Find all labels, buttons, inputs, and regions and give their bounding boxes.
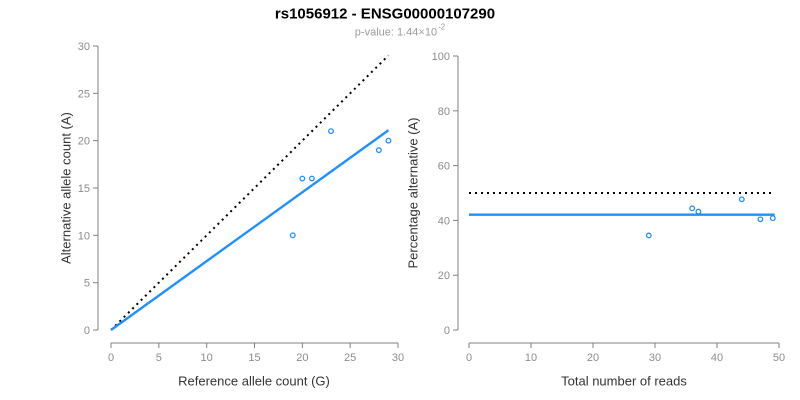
x-tick-label: 15 <box>248 352 260 364</box>
x-tick-label: 20 <box>296 352 308 364</box>
y-tick-label: 30 <box>78 41 90 53</box>
p-value-subtitle: p-value: 1.44×10-2 <box>354 22 446 39</box>
data-point <box>738 196 745 203</box>
y-tick-label: 0 <box>84 325 90 337</box>
data-point <box>299 175 306 182</box>
identity-line <box>110 54 390 331</box>
right-y-axis-label: Percentage alternative (A) <box>405 117 421 269</box>
y-tick-label: 20 <box>78 136 90 148</box>
y-tick-label: 5 <box>84 278 90 290</box>
p-value-times-ten: ×10 <box>418 26 438 39</box>
fit-line <box>110 129 390 331</box>
data-point <box>385 137 392 144</box>
x-tick-label: 10 <box>201 352 213 364</box>
x-tick-label: 5 <box>156 352 162 364</box>
x-tick-label: 30 <box>649 352 661 364</box>
right-panel: 0 20 40 60 80 100 0 10 20 30 40 50 <box>432 51 785 364</box>
p-value-exponent: -2 <box>438 22 446 32</box>
data-point <box>695 208 702 215</box>
y-tick-label: 15 <box>78 183 90 195</box>
data-point <box>375 147 382 154</box>
x-tick-label: 10 <box>525 352 537 364</box>
data-point <box>769 215 776 222</box>
y-tick-label: 60 <box>438 161 450 173</box>
y-tick-label: 10 <box>78 230 90 242</box>
p-value-mantissa: 1.44 <box>396 26 419 39</box>
left-panel: 0 5 10 15 20 25 30 0 5 10 15 20 25 30 <box>78 41 404 364</box>
x-tick-label: 0 <box>108 352 114 364</box>
x-tick-label: 25 <box>344 352 356 364</box>
left-y-axis-label: Alternative allele count (A) <box>58 112 74 264</box>
left-x-axis-label: Reference allele count (G) <box>178 373 330 389</box>
y-tick-label: 80 <box>438 106 450 118</box>
x-tick-label: 50 <box>773 352 785 364</box>
x-tick-label: 30 <box>392 352 404 364</box>
p-value-label: p-value: <box>354 26 397 39</box>
y-tick-label: 0 <box>444 325 450 337</box>
data-point <box>328 128 334 135</box>
data-point <box>308 175 315 182</box>
data-point <box>645 232 652 239</box>
y-tick-label: 20 <box>438 270 450 282</box>
y-tick-label: 100 <box>432 51 450 63</box>
y-tick-label: 40 <box>438 215 450 227</box>
x-tick-label: 20 <box>587 352 599 364</box>
page-title: rs1056912 - ENSG00000107290 <box>274 5 496 23</box>
data-point <box>689 205 696 212</box>
y-tick-label: 25 <box>78 88 90 100</box>
x-tick-label: 0 <box>466 352 472 364</box>
data-point <box>289 232 296 239</box>
x-tick-label: 40 <box>711 352 723 364</box>
data-point <box>757 216 764 223</box>
right-x-axis-label: Total number of reads <box>561 373 687 389</box>
